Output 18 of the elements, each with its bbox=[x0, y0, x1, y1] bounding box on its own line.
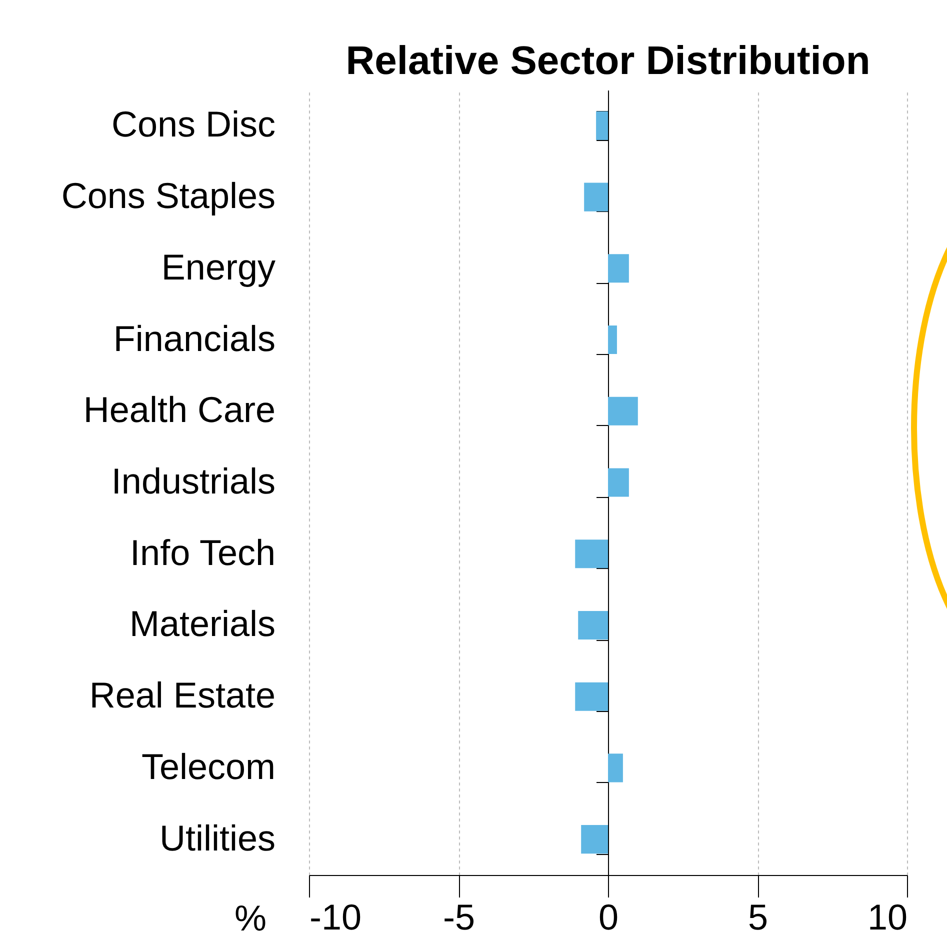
y-tick-label: Cons Staples bbox=[61, 175, 276, 216]
x-tick-label: -5 bbox=[442, 896, 476, 938]
y-tick-label: Real Estate bbox=[89, 674, 276, 716]
y-tick-label: Materials bbox=[129, 603, 276, 644]
y-tick-label: Financials bbox=[113, 318, 276, 359]
y-tick-label: Cons Disc bbox=[111, 104, 276, 145]
x-tick-label: 10 bbox=[867, 896, 908, 938]
y-tick-label: Utilities bbox=[159, 817, 276, 858]
x-axis-title: % bbox=[234, 898, 267, 938]
x-tick-label: -10 bbox=[310, 896, 362, 938]
y-tick-label: Energy bbox=[161, 246, 276, 288]
chart-title: Relative Sector Distribution bbox=[346, 39, 870, 83]
y-tick-label: Health Care bbox=[83, 389, 276, 430]
y-tick-label: Telecom bbox=[141, 746, 276, 787]
x-tick-label: 5 bbox=[748, 896, 768, 938]
x-tick-label: 0 bbox=[598, 896, 619, 938]
y-tick-label: Info Tech bbox=[130, 532, 276, 573]
y-tick-label: Industrials bbox=[111, 460, 276, 502]
